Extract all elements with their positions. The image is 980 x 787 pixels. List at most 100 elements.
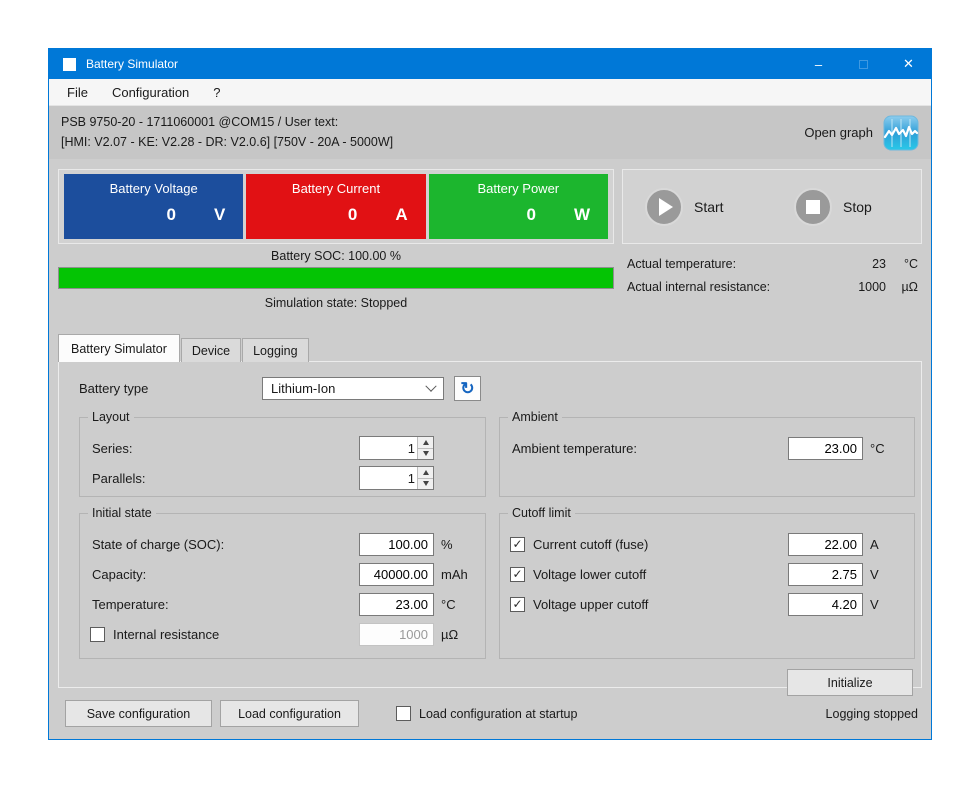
ambient-temperature-field[interactable]	[788, 436, 863, 460]
parallels-stepper[interactable]: 1	[359, 466, 434, 490]
load-configuration-button[interactable]: Load configuration	[220, 700, 359, 727]
bottom-bar: Save configuration Load configuration Lo…	[58, 700, 922, 727]
temperature-field[interactable]	[359, 592, 434, 616]
window-controls: – ✕	[796, 49, 931, 79]
actual-temperature-value: 23	[872, 257, 886, 271]
layout-group-title: Layout	[88, 410, 134, 424]
tab-device[interactable]: Device	[180, 338, 242, 362]
current-cutoff-label: Current cutoff (fuse)	[533, 536, 649, 552]
series-up-button[interactable]	[418, 437, 433, 448]
series-stepper[interactable]: 1	[359, 436, 434, 460]
status-section: Battery Voltage 0 V Battery Current 0 A …	[58, 169, 922, 310]
temperature-field-label: Temperature:	[92, 596, 169, 612]
start-button[interactable]: Start	[623, 187, 772, 226]
actual-resistance-row: Actual internal resistance: 1000 µΩ	[627, 280, 918, 294]
load-configuration-startup-label: Load configuration at startup	[419, 706, 578, 721]
window-title: Battery Simulator	[86, 57, 179, 71]
voltage-value: 0	[166, 205, 176, 224]
voltage-lower-cutoff-label: Voltage lower cutoff	[533, 566, 647, 582]
current-unit: A	[395, 205, 408, 224]
checkbox-icon	[90, 626, 105, 642]
voltage-upper-cutoff-label: Voltage upper cutoff	[533, 596, 649, 612]
menu-file[interactable]: File	[67, 84, 88, 100]
maximize-icon	[859, 59, 868, 69]
cutoff-limit-group: Cutoff limit ✓ Current cutoff (fuse) A ✓…	[499, 506, 915, 659]
series-down-button[interactable]	[418, 447, 433, 459]
stop-label: Stop	[843, 198, 872, 215]
arrow-down-icon	[422, 451, 429, 457]
logging-status-label: Logging stopped	[825, 706, 918, 721]
device-info-line1: PSB 9750-20 - 1711060001 @COM15 / User t…	[61, 115, 339, 130]
load-configuration-startup-checkbox[interactable]: Load configuration at startup	[396, 706, 577, 721]
start-label: Start	[694, 198, 724, 215]
save-configuration-button[interactable]: Save configuration	[65, 700, 212, 727]
battery-current-meter: Battery Current 0 A	[246, 174, 426, 239]
minimize-icon: –	[814, 56, 823, 72]
soc-progress-fill	[59, 268, 613, 288]
power-value: 0	[526, 205, 536, 224]
meter-panel: Battery Voltage 0 V Battery Current 0 A …	[58, 169, 614, 244]
tab-battery-simulator[interactable]: Battery Simulator	[58, 334, 180, 362]
actual-temperature-row: Actual temperature: 23 °C	[627, 257, 918, 271]
voltage-upper-cutoff-checkbox[interactable]: ✓ Voltage upper cutoff	[510, 596, 788, 612]
current-cutoff-field[interactable]	[788, 532, 863, 556]
arrow-down-icon	[422, 481, 429, 487]
maximize-button[interactable]	[841, 49, 886, 79]
voltage-lower-cutoff-field[interactable]	[788, 562, 863, 586]
ambient-group: Ambient Ambient temperature: °C	[499, 410, 915, 497]
open-graph-button[interactable]: Open graph	[804, 115, 919, 151]
internal-resistance-checkbox[interactable]: Internal resistance	[90, 626, 359, 642]
battery-power-meter: Battery Power 0 W	[428, 174, 608, 239]
stop-button[interactable]: Stop	[772, 187, 921, 226]
actual-resistance-value: 1000	[858, 280, 886, 294]
transport-panel: Start Stop	[622, 169, 922, 244]
series-label: Series:	[92, 440, 133, 456]
battery-type-select[interactable]: Lithium-Ion	[262, 377, 444, 400]
voltage-upper-cutoff-field[interactable]	[788, 592, 863, 616]
initial-state-group-title: Initial state	[88, 506, 156, 520]
internal-resistance-label: Internal resistance	[113, 626, 220, 642]
app-window: Battery Simulator – ✕ File Configuration…	[48, 48, 932, 740]
voltage-lower-cutoff-checkbox[interactable]: ✓ Voltage lower cutoff	[510, 566, 788, 582]
soc-field-label: State of charge (SOC):	[92, 536, 225, 552]
checkbox-checked-icon: ✓	[510, 536, 525, 552]
soc-field[interactable]	[359, 532, 434, 556]
menu-bar: File Configuration ?	[49, 79, 931, 106]
app-icon	[63, 57, 76, 71]
stop-icon	[794, 187, 832, 226]
checkbox-icon	[396, 706, 411, 721]
device-info-bar: PSB 9750-20 - 1711060001 @COM15 / User t…	[49, 106, 931, 159]
battery-voltage-meter: Battery Voltage 0 V	[64, 174, 244, 239]
capacity-field[interactable]	[359, 562, 434, 586]
battery-type-value: Lithium-Ion	[271, 381, 336, 396]
layout-group: Layout Series: 1 Parallels: 1	[79, 410, 486, 497]
graph-icon[interactable]	[883, 115, 919, 151]
initialize-button[interactable]: Initialize	[787, 669, 913, 696]
parallels-down-button[interactable]	[418, 477, 433, 489]
ambient-temperature-label: Ambient temperature:	[512, 440, 638, 456]
device-info-line2: [HMI: V2.07 - KE: V2.28 - DR: V2.0.6] [7…	[61, 134, 394, 149]
refresh-button[interactable]: ↻	[454, 376, 481, 401]
voltage-unit: V	[213, 205, 226, 224]
refresh-icon: ↻	[460, 378, 475, 398]
initial-state-group: Initial state State of charge (SOC): % C…	[79, 506, 486, 659]
minimize-button[interactable]: –	[796, 49, 841, 79]
menu-help[interactable]: ?	[213, 84, 221, 100]
internal-resistance-field	[359, 622, 434, 646]
current-cutoff-checkbox[interactable]: ✓ Current cutoff (fuse)	[510, 536, 788, 552]
checkbox-checked-icon: ✓	[510, 596, 525, 612]
current-value: 0	[347, 205, 358, 224]
open-graph-label: Open graph	[804, 125, 873, 140]
tab-logging[interactable]: Logging	[242, 338, 309, 362]
simulation-state-label: Simulation state: Stopped	[264, 296, 408, 310]
menu-configuration[interactable]: Configuration	[111, 84, 190, 100]
close-button[interactable]: ✕	[886, 49, 931, 79]
parallels-up-button[interactable]	[418, 467, 433, 478]
power-unit: W	[573, 205, 590, 224]
soc-label: Battery SOC: 100.00 %	[271, 249, 401, 263]
battery-type-label: Battery type	[79, 381, 149, 396]
start-icon	[645, 187, 683, 226]
tab-strip: Battery Simulator Device Logging	[58, 334, 922, 362]
title-bar: Battery Simulator – ✕	[49, 49, 931, 79]
parallels-label: Parallels:	[92, 470, 146, 486]
